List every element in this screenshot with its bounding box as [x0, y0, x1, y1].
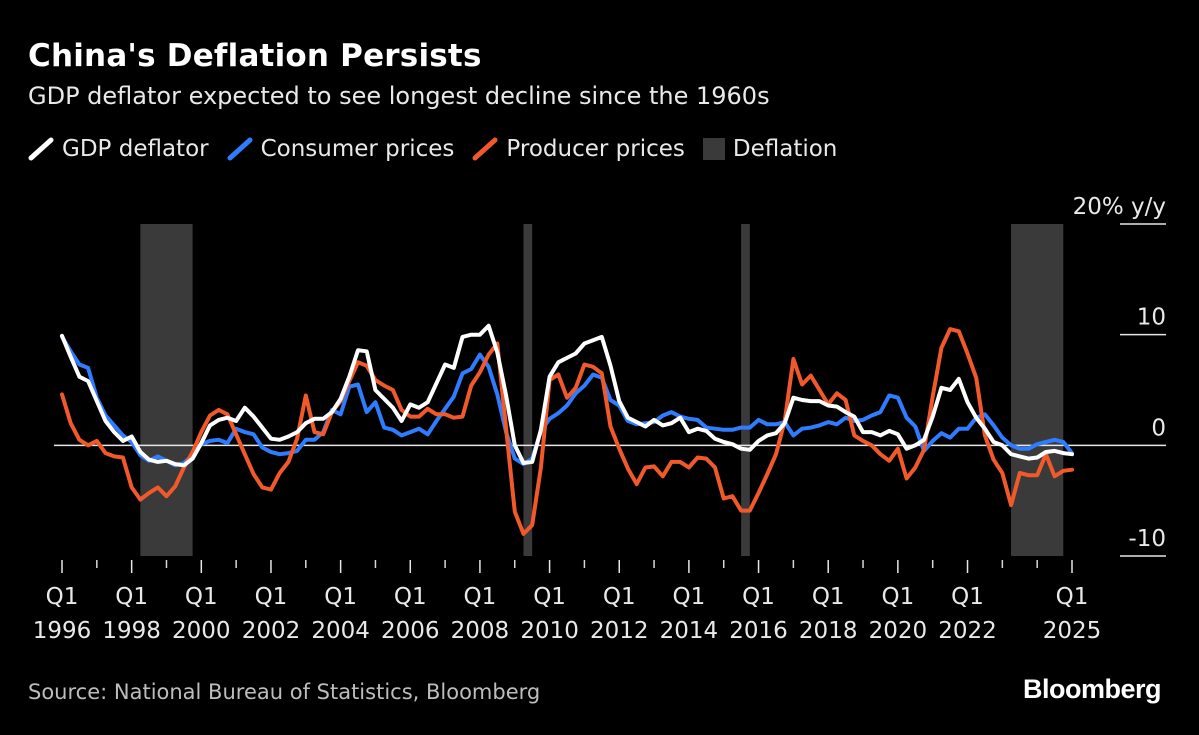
x-axis: Q1 1996 Q1 1998 Q1 2000 Q1 2002 Q1 2004 Q1 2006 Q1 20… [33, 560, 1102, 644]
x-tick-year-8: 2012 [590, 618, 649, 644]
x-tick-quarter-10: Q1 [742, 584, 775, 610]
legend-swatch-producer-prices [472, 137, 498, 161]
x-tick-year-14: 2025 [1043, 618, 1102, 644]
x-tick-year-3: 2002 [242, 618, 301, 644]
x-tick-quarter-9: Q1 [673, 584, 706, 610]
legend-swatch-gdp-deflator [28, 137, 54, 161]
legend-label-gdp-deflator: GDP deflator [62, 136, 209, 162]
legend-label-deflation: Deflation [732, 136, 838, 162]
x-tick-year-9: 2014 [660, 618, 719, 644]
x-tick-quarter-12: Q1 [881, 584, 914, 610]
chart-subtitle: GDP deflator expected to see longest dec… [28, 82, 770, 110]
x-tick-year-12: 2020 [869, 618, 928, 644]
x-tick-year-2: 2000 [172, 618, 231, 644]
x-tick-year-11: 2018 [799, 618, 858, 644]
x-tick-quarter-1: Q1 [115, 584, 148, 610]
series-line-producer-prices [60, 327, 1074, 536]
x-tick-year-7: 2010 [520, 618, 579, 644]
deflation-band-1 [523, 224, 533, 556]
legend-item-producer-prices: Producer prices [472, 136, 685, 162]
series-lines [60, 323, 1074, 536]
y-tick-label-0: 20% y/y [1073, 194, 1166, 220]
deflation-band-3 [1011, 224, 1064, 556]
x-tick-year-13: 2022 [938, 618, 997, 644]
y-tick-label-1: 10 [1137, 305, 1166, 331]
bloomberg-logo: Bloomberg [1022, 674, 1162, 704]
x-tick-year-6: 2008 [451, 618, 510, 644]
chart-legend: GDP deflator Consumer prices Producer pr… [28, 136, 855, 162]
x-tick-quarter-8: Q1 [603, 584, 636, 610]
y-tick-label-2: 0 [1151, 415, 1166, 441]
x-tick-quarter-14: Q1 [1056, 584, 1089, 610]
x-tick-quarter-7: Q1 [533, 584, 566, 610]
y-tick-label-3: -10 [1128, 526, 1166, 552]
source-note: Source: National Bureau of Statistics, B… [28, 680, 541, 704]
x-tick-quarter-0: Q1 [46, 584, 79, 610]
legend-item-deflation: Deflation [702, 136, 838, 162]
legend-item-consumer-prices: Consumer prices [227, 136, 455, 162]
legend-item-gdp-deflator: GDP deflator [28, 136, 209, 162]
deflation-band-0 [140, 224, 193, 556]
deflation-band-2 [741, 224, 750, 556]
x-tick-quarter-3: Q1 [255, 584, 288, 610]
x-tick-quarter-11: Q1 [812, 584, 845, 610]
legend-label-producer-prices: Producer prices [506, 136, 685, 162]
x-tick-year-0: 1996 [33, 618, 92, 644]
x-tick-quarter-5: Q1 [394, 584, 427, 610]
x-tick-year-10: 2016 [729, 618, 788, 644]
series-line-consumer-prices [60, 334, 1074, 468]
x-tick-year-1: 1998 [102, 618, 161, 644]
x-tick-quarter-2: Q1 [185, 584, 218, 610]
legend-swatch-consumer-prices [227, 137, 253, 161]
x-tick-year-5: 2006 [381, 618, 440, 644]
y-axis: 20% y/y 10 0 -10 [1073, 194, 1166, 557]
legend-label-consumer-prices: Consumer prices [260, 136, 455, 162]
x-tick-quarter-13: Q1 [951, 584, 984, 610]
x-tick-year-4: 2004 [311, 618, 370, 644]
legend-swatch-deflation [702, 138, 725, 160]
chart-title: China's Deflation Persists [28, 38, 482, 74]
series-line-gdp-deflator [60, 323, 1074, 468]
x-tick-quarter-4: Q1 [324, 584, 357, 610]
deflation-shading [140, 224, 1064, 556]
x-tick-quarter-6: Q1 [464, 584, 497, 610]
